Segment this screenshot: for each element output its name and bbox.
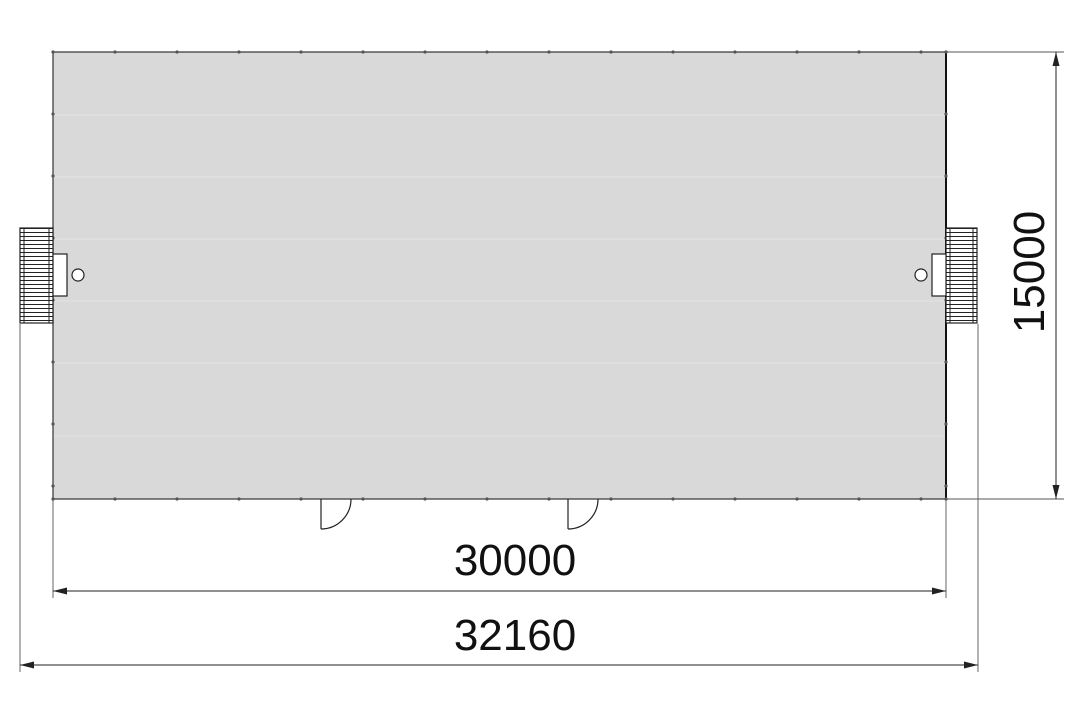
post-marker <box>51 360 55 364</box>
post-marker <box>671 50 675 54</box>
bottom-door-2 <box>567 498 599 530</box>
left-door-frame <box>52 253 68 297</box>
post-marker <box>547 497 551 501</box>
post-marker <box>485 497 489 501</box>
post-marker <box>51 484 55 488</box>
post-marker <box>175 497 179 501</box>
left-lamp-icon <box>71 268 85 282</box>
right-lamp-icon <box>914 268 928 282</box>
post-marker <box>175 50 179 54</box>
right-entrance <box>914 227 978 324</box>
post-marker <box>609 50 613 54</box>
bottom-door-1 <box>320 498 352 530</box>
building-floor <box>52 51 947 500</box>
dimension-depth-label: 15000 <box>1005 211 1054 333</box>
post-marker <box>113 497 117 501</box>
post-marker <box>547 50 551 54</box>
post-marker <box>857 50 861 54</box>
post-marker <box>237 50 241 54</box>
post-marker <box>919 50 923 54</box>
post-marker <box>733 50 737 54</box>
post-marker <box>671 497 675 501</box>
post-marker <box>423 497 427 501</box>
post-marker <box>857 497 861 501</box>
post-marker <box>944 484 948 488</box>
dimension-inner-width-label: 30000 <box>454 536 576 585</box>
post-marker <box>51 112 55 116</box>
right-door-frame <box>931 253 947 297</box>
post-marker <box>919 497 923 501</box>
post-marker <box>423 50 427 54</box>
dimension-outer-width-label: 32160 <box>454 611 576 660</box>
post-marker <box>795 50 799 54</box>
post-marker <box>299 497 303 501</box>
roof-panel-lines <box>54 114 945 437</box>
post-marker <box>733 497 737 501</box>
post-marker <box>51 422 55 426</box>
post-marker <box>944 174 948 178</box>
column-markers <box>51 50 948 501</box>
post-marker <box>361 497 365 501</box>
post-marker <box>944 422 948 426</box>
left-ramp <box>19 227 54 324</box>
post-marker <box>113 50 117 54</box>
left-entrance <box>19 227 85 324</box>
post-marker <box>237 497 241 501</box>
extension-lines <box>19 51 1064 672</box>
post-marker <box>609 497 613 501</box>
post-marker <box>944 360 948 364</box>
post-marker <box>944 112 948 116</box>
post-marker <box>51 174 55 178</box>
post-marker <box>51 50 55 54</box>
post-marker <box>299 50 303 54</box>
post-marker <box>795 497 799 501</box>
post-marker <box>485 50 489 54</box>
post-marker <box>361 50 365 54</box>
right-ramp <box>945 227 978 324</box>
post-marker <box>51 497 55 501</box>
